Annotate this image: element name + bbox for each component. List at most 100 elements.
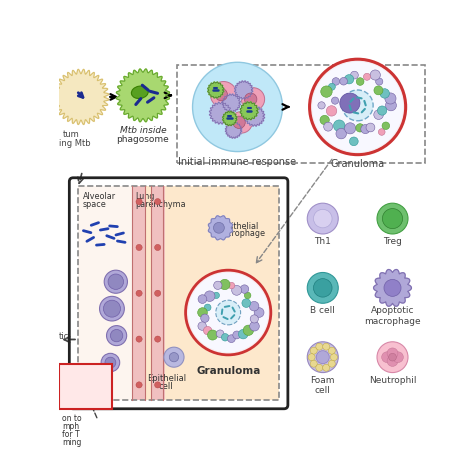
Bar [177, 64, 425, 163]
Circle shape [356, 124, 364, 132]
Circle shape [378, 128, 385, 135]
Circle shape [374, 86, 383, 95]
FancyBboxPatch shape [59, 364, 112, 409]
Text: Initial immune response: Initial immune response [178, 157, 297, 167]
Circle shape [201, 314, 209, 322]
Circle shape [316, 364, 323, 371]
Circle shape [384, 279, 401, 296]
Circle shape [336, 128, 346, 139]
Circle shape [350, 71, 358, 79]
Circle shape [216, 330, 224, 337]
Text: Lung: Lung [135, 192, 155, 201]
Circle shape [331, 97, 339, 104]
Circle shape [328, 360, 335, 367]
Circle shape [366, 123, 375, 132]
Circle shape [377, 106, 387, 115]
Circle shape [392, 352, 403, 363]
Circle shape [101, 353, 120, 372]
Circle shape [155, 245, 161, 251]
Circle shape [216, 300, 241, 325]
Circle shape [108, 274, 124, 290]
Polygon shape [210, 102, 231, 124]
Circle shape [186, 270, 271, 355]
Circle shape [198, 308, 207, 317]
Circle shape [249, 301, 259, 311]
Circle shape [254, 308, 264, 318]
Circle shape [164, 347, 184, 367]
Circle shape [100, 296, 124, 321]
Circle shape [312, 62, 403, 152]
Circle shape [250, 321, 259, 331]
Circle shape [245, 292, 251, 299]
Polygon shape [225, 122, 242, 138]
Circle shape [385, 100, 396, 111]
Polygon shape [245, 106, 264, 126]
Polygon shape [209, 216, 233, 240]
Circle shape [232, 285, 242, 295]
Circle shape [361, 125, 370, 134]
Circle shape [323, 343, 330, 350]
Text: ing Mtb: ing Mtb [59, 139, 91, 148]
Circle shape [228, 283, 235, 289]
Circle shape [308, 354, 315, 361]
Circle shape [192, 62, 283, 152]
Circle shape [328, 347, 335, 354]
Text: Foam
cell: Foam cell [310, 376, 335, 395]
Circle shape [136, 336, 142, 342]
Circle shape [198, 322, 206, 330]
Circle shape [221, 334, 229, 341]
Circle shape [230, 111, 252, 133]
Circle shape [380, 89, 390, 98]
Circle shape [345, 74, 354, 84]
Circle shape [326, 106, 337, 116]
Text: B cell: B cell [310, 306, 335, 315]
Circle shape [233, 116, 245, 128]
Circle shape [310, 360, 317, 367]
Circle shape [136, 245, 142, 251]
Text: cell: cell [159, 382, 173, 391]
Circle shape [242, 299, 251, 308]
Text: phagosome: phagosome [117, 135, 169, 144]
Circle shape [188, 273, 268, 353]
Circle shape [374, 110, 383, 119]
Circle shape [349, 137, 358, 146]
Circle shape [243, 325, 254, 336]
Text: Granuloma: Granuloma [330, 158, 385, 169]
Circle shape [324, 122, 333, 131]
Polygon shape [53, 69, 109, 125]
Circle shape [382, 352, 392, 363]
Circle shape [389, 353, 396, 361]
Text: Mtb inside: Mtb inside [119, 126, 166, 135]
Circle shape [204, 291, 215, 301]
Circle shape [383, 209, 402, 228]
Text: parenchyma: parenchyma [135, 200, 186, 209]
Text: for T: for T [63, 429, 80, 438]
Circle shape [228, 335, 235, 343]
Circle shape [370, 70, 380, 80]
Text: tic: tic [59, 332, 70, 341]
Polygon shape [240, 102, 258, 120]
Circle shape [323, 364, 330, 371]
Circle shape [318, 102, 325, 109]
Circle shape [321, 86, 332, 97]
Circle shape [250, 315, 258, 323]
Circle shape [219, 279, 230, 290]
Circle shape [136, 199, 142, 205]
Circle shape [198, 295, 207, 303]
Circle shape [387, 356, 398, 366]
Circle shape [204, 304, 211, 311]
Circle shape [356, 78, 364, 85]
Text: macrophage: macrophage [214, 229, 265, 238]
Circle shape [169, 353, 179, 362]
Circle shape [210, 82, 237, 108]
Circle shape [330, 354, 337, 361]
Circle shape [103, 300, 120, 317]
Text: on to: on to [63, 414, 82, 423]
Circle shape [208, 330, 218, 340]
Polygon shape [223, 111, 237, 126]
Text: Epithelial: Epithelial [146, 374, 186, 383]
Polygon shape [222, 94, 240, 112]
Circle shape [233, 331, 241, 339]
Circle shape [136, 382, 142, 388]
Circle shape [313, 210, 332, 228]
